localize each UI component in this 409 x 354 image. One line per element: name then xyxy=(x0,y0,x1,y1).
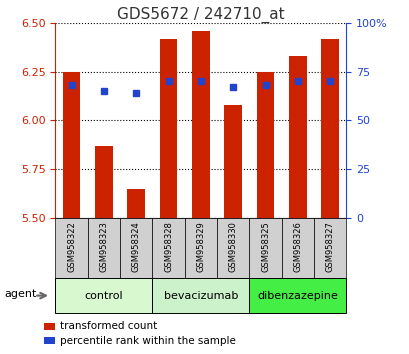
Text: bevacizumab: bevacizumab xyxy=(163,291,238,301)
Bar xyxy=(249,278,346,313)
Text: GSM958325: GSM958325 xyxy=(261,221,270,272)
Text: GSM958329: GSM958329 xyxy=(196,221,205,272)
Text: agent: agent xyxy=(4,289,37,299)
Text: dibenzazepine: dibenzazepine xyxy=(257,291,337,301)
Bar xyxy=(127,188,145,218)
Bar xyxy=(313,218,346,278)
Text: GSM958328: GSM958328 xyxy=(164,221,173,272)
Text: GSM958323: GSM958323 xyxy=(99,221,108,272)
Bar xyxy=(44,323,55,330)
Bar xyxy=(55,218,88,278)
Bar xyxy=(44,337,55,344)
Bar xyxy=(120,218,152,278)
Text: GSM958330: GSM958330 xyxy=(228,221,237,272)
Bar xyxy=(63,72,80,218)
Bar xyxy=(152,278,249,313)
Bar xyxy=(152,218,184,278)
Bar xyxy=(95,146,112,218)
Text: GSM958322: GSM958322 xyxy=(67,221,76,272)
Text: GSM958324: GSM958324 xyxy=(131,221,140,272)
Bar xyxy=(184,218,216,278)
Bar xyxy=(88,218,120,278)
Text: percentile rank within the sample: percentile rank within the sample xyxy=(60,336,235,346)
Title: GDS5672 / 242710_at: GDS5672 / 242710_at xyxy=(117,7,284,23)
Text: control: control xyxy=(84,291,123,301)
Bar xyxy=(224,105,242,218)
Bar xyxy=(191,31,209,218)
Text: GSM958326: GSM958326 xyxy=(293,221,302,272)
Bar xyxy=(321,39,338,218)
Text: GSM958327: GSM958327 xyxy=(325,221,334,272)
Text: transformed count: transformed count xyxy=(60,321,157,331)
Bar xyxy=(159,39,177,218)
Bar xyxy=(288,56,306,218)
Bar xyxy=(55,278,152,313)
Bar xyxy=(281,218,313,278)
Bar xyxy=(216,218,249,278)
Bar xyxy=(249,218,281,278)
Bar xyxy=(256,72,274,218)
